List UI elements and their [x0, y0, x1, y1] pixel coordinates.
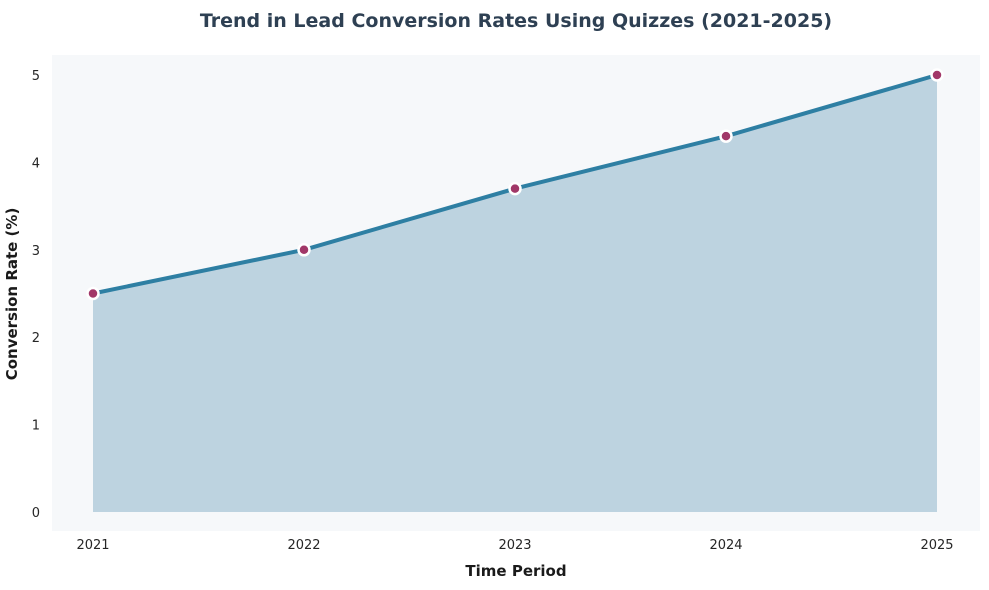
data-point-2023 — [508, 181, 522, 196]
y-tick-5: 5 — [32, 69, 40, 84]
y-tick-1: 1 — [32, 419, 40, 434]
y-tick-4: 4 — [32, 156, 40, 171]
data-points — [86, 68, 944, 301]
y-axis-label: Conversion Rate (%) — [3, 208, 21, 381]
y-tick-0: 0 — [32, 506, 40, 521]
data-point-2021 — [86, 286, 100, 301]
x-tick-2022: 2022 — [287, 538, 320, 553]
data-point-2025 — [930, 68, 944, 82]
y-axis-tick-labels: 0 1 2 3 4 5 — [32, 69, 40, 521]
data-point-2024 — [719, 129, 733, 143]
x-tick-2024: 2024 — [709, 538, 742, 553]
x-tick-2021: 2021 — [76, 538, 109, 553]
x-tick-2025: 2025 — [920, 538, 953, 553]
chart-title: Trend in Lead Conversion Rates Using Qui… — [200, 10, 832, 32]
x-axis-label: Time Period — [465, 562, 566, 580]
x-tick-2023: 2023 — [498, 538, 531, 553]
area-fill — [93, 75, 937, 512]
x-axis-tick-labels: 2021 2022 2023 2024 2025 — [76, 538, 953, 553]
data-point-2022 — [297, 243, 311, 257]
y-tick-3: 3 — [32, 244, 40, 259]
y-tick-2: 2 — [32, 331, 40, 346]
